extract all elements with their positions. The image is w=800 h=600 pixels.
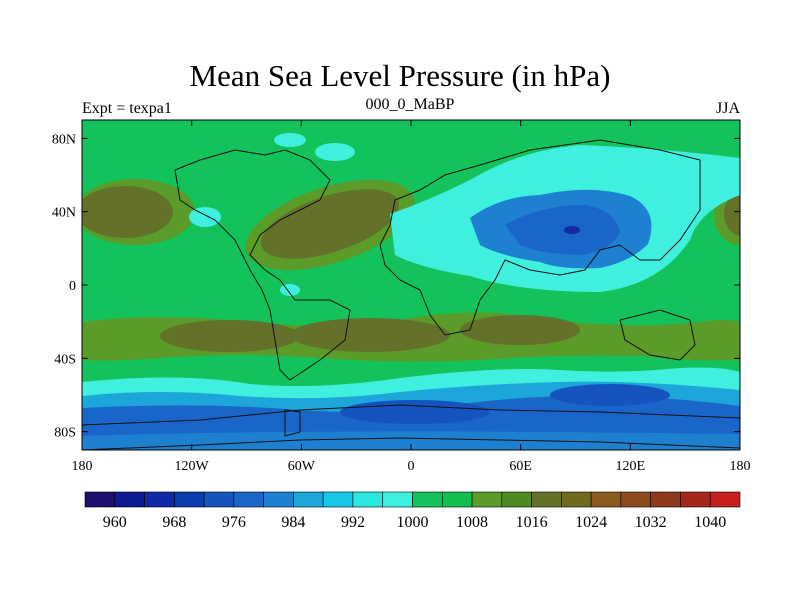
map-axes: 180 120W 60W 0 60E 120E 180 80N 40N 0 40S 80S [52,120,751,474]
y-tick-label: 80S [54,426,76,441]
colorbar-swatch [501,491,532,508]
x-tick-label: 120E [616,459,646,474]
colorbar-swatch [590,491,622,508]
southern-low-b [550,384,670,406]
time-label: 000_0_MaBP [365,96,455,113]
southern-low-a [340,400,490,424]
colorbar-swatch [233,491,264,508]
colorbar-swatch [709,491,741,508]
colorbar-swatch [293,491,324,508]
colorbar-swatch [531,491,562,508]
antarctic-band [82,431,740,450]
colorbar-swatch [441,491,473,508]
colorbar-label: 992 [341,514,365,531]
colorbar: 960 968 976 984 992 1000 1008 1016 1024 1032 1040 [84,491,741,531]
colorbar-swatch [322,491,354,508]
pressure-field [82,120,740,450]
season-label: JJA [715,100,740,117]
arctic-patch-a [274,133,306,147]
x-tick-label: 60E [509,459,532,474]
colorbar-swatch [471,491,503,508]
pacific-low-patch [189,207,221,227]
colorbar-swatch [263,491,294,508]
colorbar-label: 1024 [575,514,607,531]
colorbar-swatch [620,491,651,508]
south-atlantic-high [290,318,450,352]
south-pacific-high [160,320,300,352]
asian-low-inner [505,205,620,255]
colorbar-swatch [114,491,145,508]
y-tick-label: 40S [54,352,76,367]
colorbar-swatch [561,491,592,508]
y-tick-label: 40N [52,206,76,221]
coastlines [82,139,740,450]
north-pacific-high [82,186,173,238]
colorbar-swatch [203,491,235,508]
chart-title: Mean Sea Level Pressure (in hPa) [189,58,611,93]
south-indian-high [460,315,580,345]
colorbar-swatch [352,491,384,508]
x-tick-label: 180 [72,459,93,474]
east-pacific-high [724,192,740,236]
y-tick-label: 0 [69,279,76,294]
colorbar-label: 1008 [456,514,488,531]
x-tick-label: 60W [288,459,316,474]
colorbar-swatch [650,491,681,508]
colorbar-label: 1040 [694,514,726,531]
colorbar-swatch [144,491,175,508]
y-tick-label: 80N [52,132,76,147]
equatorial-patch [280,284,300,296]
colorbar-label: 1016 [516,514,548,531]
x-tick-label: 180 [730,459,751,474]
colorbar-label: 984 [281,514,305,531]
experiment-label: Expt = texpa1 [82,100,172,117]
colorbar-label: 968 [162,514,186,531]
asian-low-core [564,226,580,234]
colorbar-swatch [174,491,205,508]
colorbar-swatch [382,491,413,508]
colorbar-label: 1000 [397,514,429,531]
colorbar-swatch [84,491,116,508]
x-tick-label: 120W [175,459,210,474]
azores-high [260,189,400,259]
colorbar-label: 960 [103,514,127,531]
colorbar-label: 1032 [635,514,667,531]
x-tick-label: 0 [408,459,415,474]
colorbar-swatch [412,491,443,508]
arctic-patch-b [315,143,355,161]
colorbar-label: 976 [222,514,246,531]
colorbar-swatch [680,491,711,508]
